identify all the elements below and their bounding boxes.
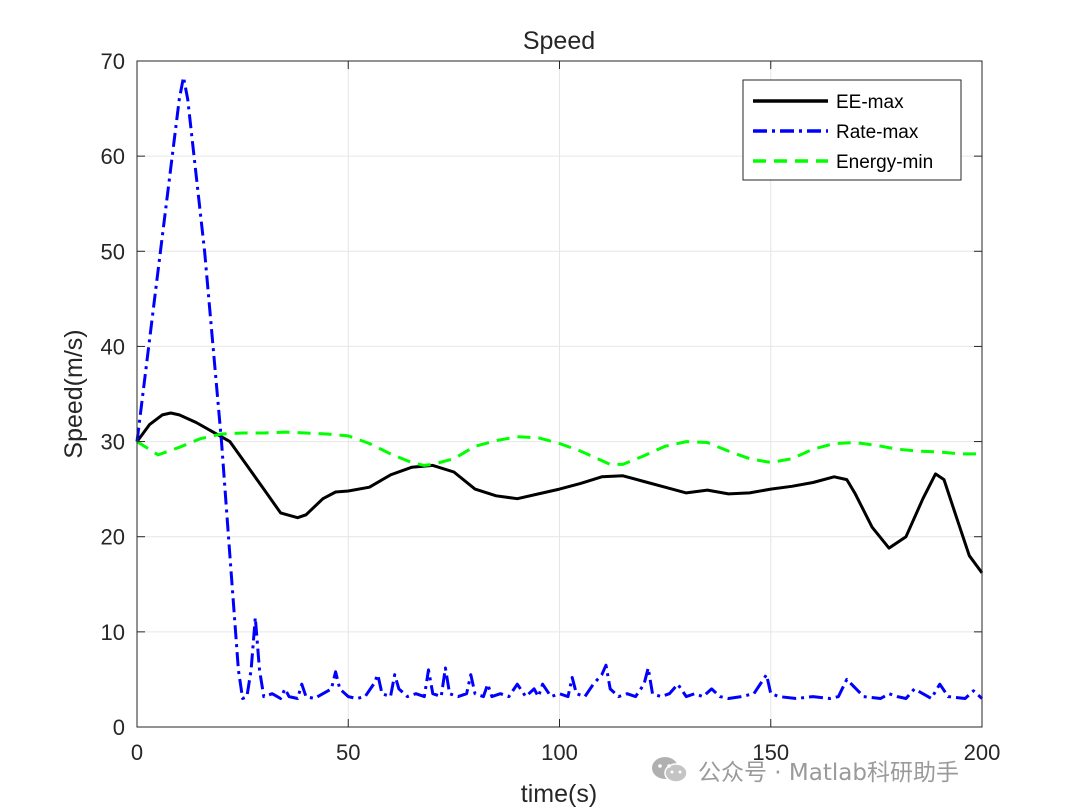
watermark-text: 公众号 · Matlab科研助手 xyxy=(698,760,959,786)
series-line-rate-max xyxy=(135,75,984,700)
y-tick-label: 70 xyxy=(101,49,125,74)
ticks xyxy=(136,60,983,728)
y-tick-label: 50 xyxy=(101,239,125,264)
x-axis-label: time(s) xyxy=(521,780,597,808)
y-tick-label: 20 xyxy=(101,525,125,550)
y-tick-label: 10 xyxy=(101,620,125,645)
chart-title: Speed xyxy=(523,27,595,55)
watermark: 公众号 · Matlab科研助手 xyxy=(650,752,959,788)
x-tick-label: 0 xyxy=(131,740,143,765)
y-axis-label: Speed(m/s) xyxy=(60,329,88,458)
legend-label-rate-max: Rate-max xyxy=(836,122,919,143)
legend-box xyxy=(742,79,962,181)
x-tick-label: 100 xyxy=(541,740,578,765)
x-tick-label: 200 xyxy=(964,740,1001,765)
x-tick-label: 50 xyxy=(336,740,360,765)
tick-labels: 0 50 100 150 200 0 10 20 30 40 50 60 70 xyxy=(101,49,1001,765)
x-tick-label: 150 xyxy=(752,740,789,765)
legend: EE-max Rate-max Energy-min xyxy=(742,79,962,181)
y-tick-label: 40 xyxy=(101,334,125,359)
series-layer xyxy=(135,75,984,700)
wechat-icon xyxy=(652,757,688,783)
y-tick-label: 30 xyxy=(101,430,125,455)
legend-label-energy-min: Energy-min xyxy=(836,152,933,173)
y-tick-label: 0 xyxy=(113,715,125,740)
series-line-energy-min xyxy=(136,430,982,467)
y-tick-label: 60 xyxy=(101,144,125,169)
series-line-ee-max xyxy=(135,411,984,574)
legend-label-ee-max: EE-max xyxy=(836,92,904,113)
